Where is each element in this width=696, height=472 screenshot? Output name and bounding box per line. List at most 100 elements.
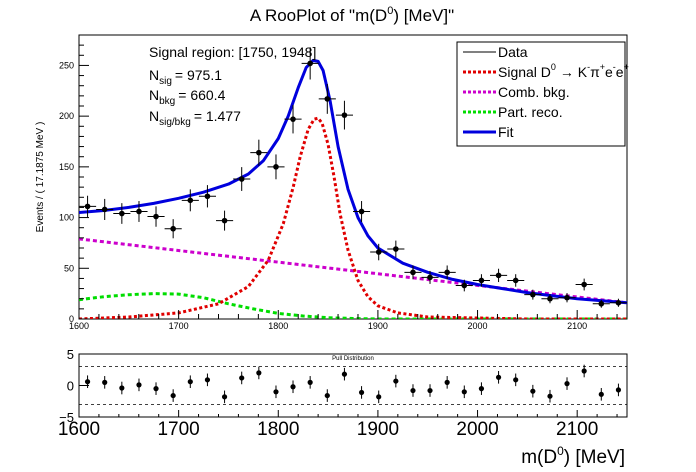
pull-y-tick-label: 0 — [67, 379, 74, 394]
pull-x-tick-label: 2000 — [456, 419, 498, 440]
x-tick-label: 1600 — [69, 321, 89, 331]
data-point — [335, 100, 353, 130]
pull-point — [341, 367, 348, 381]
pull-reference-lines — [79, 366, 627, 405]
pull-title: Pull Distribution — [332, 356, 374, 362]
data-point — [267, 154, 285, 180]
data-point — [421, 270, 439, 284]
data-point — [507, 274, 525, 287]
data-point — [524, 289, 542, 300]
y-axis-label: Events / ( 17.1875 MeV ) — [35, 122, 46, 233]
x-tick-label: 2100 — [567, 321, 587, 331]
data-point — [233, 167, 251, 191]
y-tick-label: 50 — [64, 263, 74, 273]
x-tick-label: 1700 — [169, 321, 189, 331]
data-point — [181, 189, 199, 212]
curve-comb — [79, 237, 627, 305]
pull-point — [187, 375, 193, 389]
data-point — [370, 243, 388, 261]
pull-point — [530, 384, 536, 398]
data-point — [404, 265, 422, 280]
y-tick-label: 0 — [69, 314, 74, 324]
pull-axes: 1600 1700 1800 1900 2000 2100 −5 0 5 — [58, 347, 618, 440]
pull-point — [615, 383, 622, 397]
data-point — [216, 210, 234, 231]
legend-label-comb: Comb. bkg. — [498, 84, 570, 100]
pull-point — [513, 373, 519, 387]
chart-title: A RooPlot of "m(D0) [MeV]" — [250, 5, 454, 25]
x-tick-label: 1900 — [368, 321, 388, 331]
pull-point — [581, 364, 587, 378]
pull-point — [358, 386, 365, 399]
pull-x-tick-label: 2100 — [556, 419, 598, 440]
y-tick-label: 250 — [59, 60, 74, 70]
x-tick-label: 2000 — [468, 321, 488, 331]
data-point — [79, 195, 97, 218]
data-point — [490, 268, 508, 283]
pull-point — [376, 390, 382, 404]
pull-point — [495, 371, 502, 384]
info-text: Signal region: [1750, 1948] Nsig = 975.1 … — [149, 44, 316, 128]
pull-data-points — [84, 364, 622, 404]
data-point — [198, 185, 216, 208]
pull-plot-frame — [78, 353, 628, 418]
pull-point — [136, 378, 142, 392]
pull-point — [221, 390, 228, 404]
main-data-points — [79, 47, 627, 308]
x-tick-label: 1800 — [268, 321, 288, 331]
signal-region-text: Signal region: [1750, 1948] — [149, 44, 316, 60]
y-tick-label: 200 — [59, 111, 74, 121]
legend-box — [456, 41, 626, 147]
data-point — [318, 83, 336, 114]
y-tick-label: 100 — [59, 213, 74, 223]
pull-point — [84, 375, 91, 389]
pull-point — [410, 384, 416, 397]
pull-point — [547, 389, 553, 403]
data-point — [250, 139, 268, 166]
main-axes: 1600 1700 1800 1900 2000 2100 0 50 100 150 200 250 — [59, 34, 618, 331]
pull-point — [273, 385, 279, 399]
pull-point — [307, 376, 313, 389]
data-point — [147, 206, 165, 227]
pull-x-tick-label: 1700 — [157, 419, 199, 440]
pull-point — [324, 389, 330, 402]
legend-label-data: Data — [498, 44, 528, 60]
legend-label-part: Part. reco. — [498, 104, 563, 120]
pull-x-tick-label: 1800 — [257, 419, 299, 440]
data-point — [130, 201, 148, 222]
pull-point — [478, 382, 485, 395]
pull-point — [153, 382, 159, 395]
data-point — [164, 219, 182, 239]
data-point — [438, 265, 456, 280]
legend-label-fit: Fit — [498, 124, 514, 140]
pull-x-tick-label: 1900 — [357, 419, 399, 440]
n-ratio-text: Nsig/bkg = 1.477 — [149, 108, 241, 128]
data-point — [96, 198, 114, 220]
data-point — [353, 201, 371, 222]
data-point — [455, 279, 473, 292]
pull-point — [444, 376, 450, 389]
x-axis-label: m(D0) [MeV] — [521, 444, 625, 468]
curve-signal — [79, 116, 627, 319]
data-point — [472, 274, 490, 287]
pull-point — [461, 385, 467, 399]
curve-part — [79, 292, 627, 319]
pull-x-tick-label: 1600 — [58, 419, 100, 440]
legend: Data Signal D0 → K-π+e-e+ Comb. bkg. Par… — [456, 41, 629, 147]
pull-point — [564, 377, 570, 390]
y-tick-label: 150 — [59, 162, 74, 172]
pull-point — [598, 388, 604, 401]
pull-y-tick-label: −5 — [59, 410, 74, 425]
data-point — [387, 240, 405, 258]
data-point — [284, 104, 302, 134]
n-bkg-text: Nbkg = 660.4 — [149, 87, 226, 107]
pull-y-tick-label: 5 — [67, 347, 74, 362]
pull-point — [290, 380, 296, 394]
data-point — [301, 47, 319, 80]
pull-point — [119, 381, 125, 395]
data-point — [575, 278, 593, 291]
data-point — [592, 299, 610, 308]
pull-point — [204, 373, 211, 387]
pull-point — [170, 389, 176, 402]
